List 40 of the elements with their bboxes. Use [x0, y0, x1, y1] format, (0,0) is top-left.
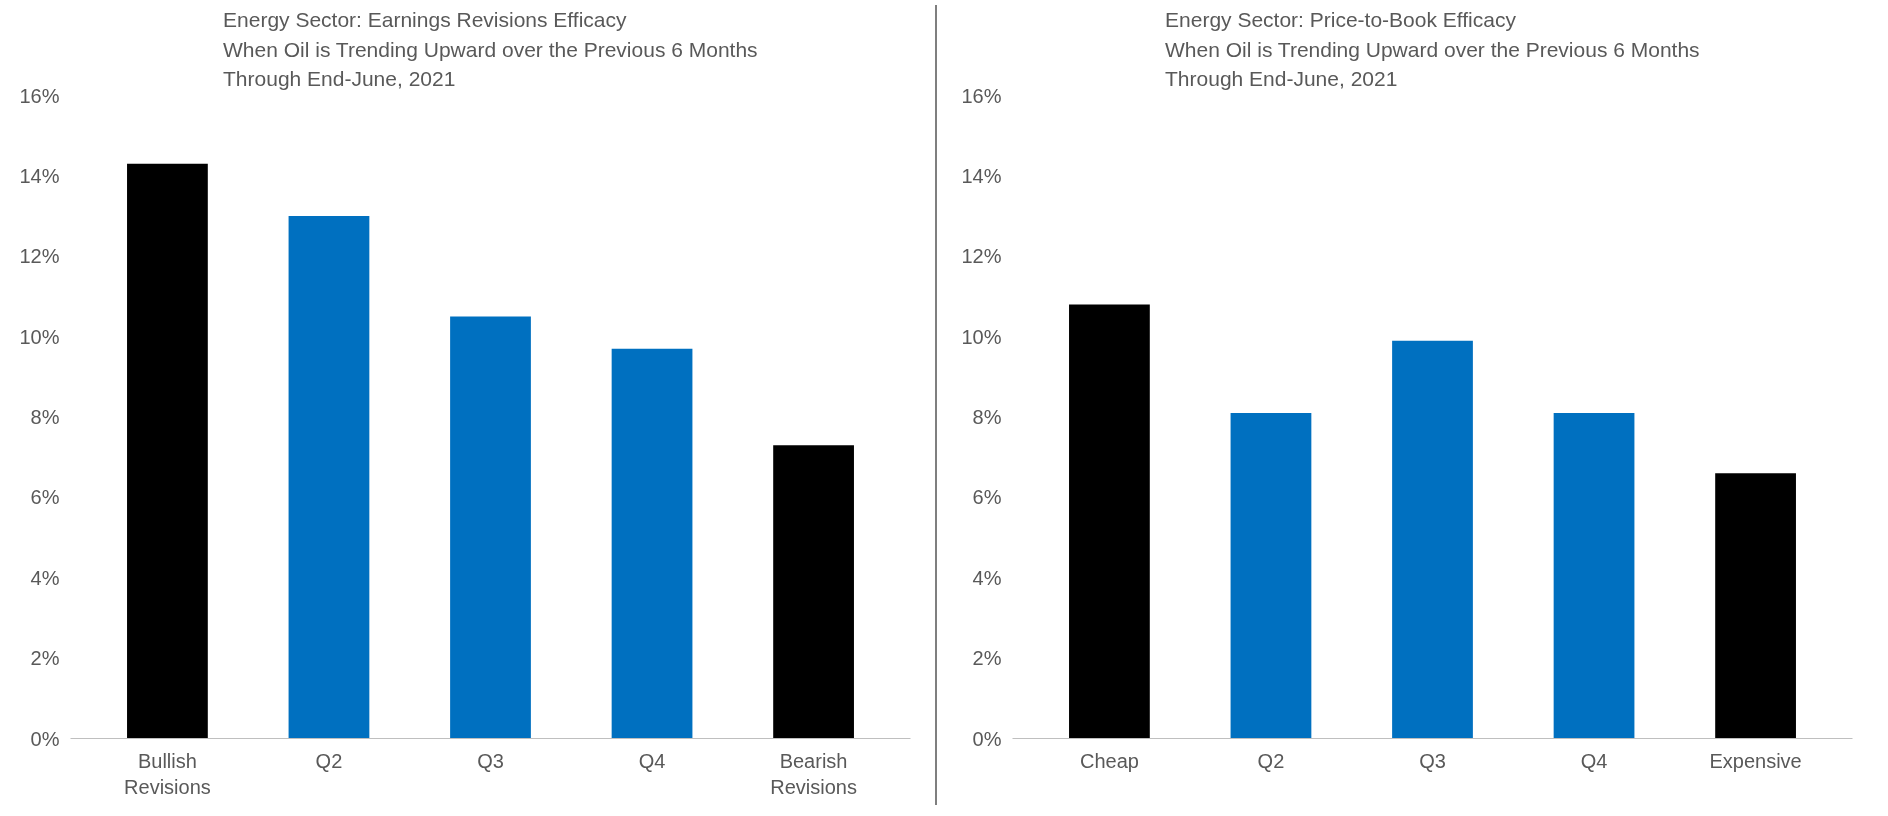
y-tick-label: 6%: [30, 486, 60, 509]
bar: [1553, 412, 1635, 739]
chart-title: Energy Sector: Price-to-Book Efficacy When Oil is Trending Upward over the Previous 6 Months Through End-June, 2021: [1165, 7, 1700, 91]
y-tick-label: 0%: [30, 727, 60, 750]
y-tick-label: 2%: [972, 647, 1002, 670]
y-tick-label: 4%: [30, 566, 60, 589]
x-tick-label: Q3: [477, 749, 504, 772]
bar: [1069, 304, 1150, 739]
x-tick-label: Q2: [315, 749, 343, 772]
x-tick-label: Bearish Revisions: [770, 749, 857, 798]
bar: [1392, 340, 1473, 739]
y-tick-label: 12%: [19, 245, 60, 268]
bar: [288, 216, 370, 739]
y-tick-label: 16%: [19, 84, 60, 107]
y-tick-label: 14%: [19, 164, 60, 187]
y-tick-label: 6%: [972, 486, 1002, 509]
y-tick-label: 0%: [972, 727, 1002, 750]
bar: [127, 163, 208, 739]
bar: [773, 445, 854, 739]
y-tick-label: 2%: [30, 647, 60, 670]
y-tick-label: 12%: [961, 245, 1002, 268]
y-tick-label: 14%: [961, 164, 1002, 187]
y-tick-label: 10%: [19, 325, 60, 348]
x-tick-label: Q3: [1419, 749, 1446, 772]
y-tick-label: 8%: [972, 406, 1002, 428]
bar: [450, 316, 531, 739]
y-tick-label: 4%: [972, 566, 1002, 589]
y-tick-label: 8%: [30, 406, 60, 428]
x-tick-label: Q4: [638, 749, 666, 772]
x-tick-label: Bullish Revisions: [124, 749, 211, 798]
x-tick-label: Q4: [1580, 749, 1608, 772]
bar: [611, 348, 693, 739]
x-tick-label: Expensive: [1709, 749, 1802, 772]
bar: [1715, 473, 1796, 739]
y-tick-label: 10%: [961, 325, 1002, 348]
chart-title: Energy Sector: Earnings Revisions Efficacy When Oil is Trending Upward over the Previous 6 Months Through End-June, 2021: [223, 7, 758, 91]
x-tick-label: Cheap: [1079, 749, 1139, 772]
x-tick-label: Q2: [1257, 749, 1285, 772]
y-tick-label: 16%: [961, 84, 1002, 107]
bar: [1230, 412, 1312, 739]
